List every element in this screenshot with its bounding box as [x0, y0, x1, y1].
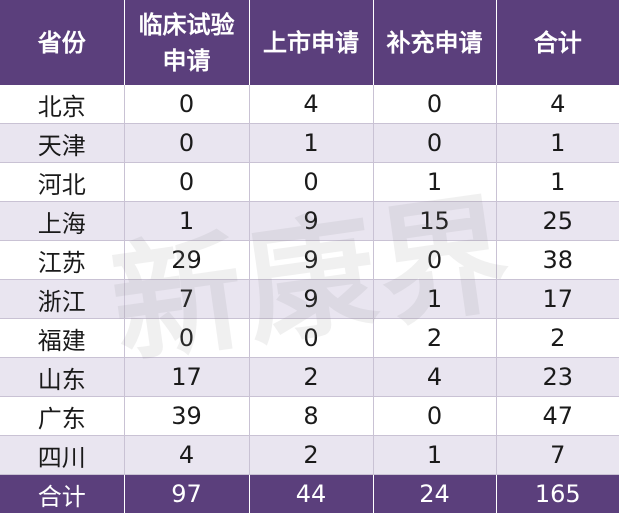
cell-total: 17	[496, 279, 619, 319]
cell-market: 1	[249, 123, 374, 163]
cell-market: 4	[249, 85, 374, 124]
header-province: 省份	[0, 0, 125, 85]
cell-clinical: 0	[124, 318, 250, 358]
cell-province: 江苏	[0, 240, 125, 280]
table-body: 北京 0 4 0 4 天津 0 1 0 1 河北 0 0 1 1 上海	[0, 85, 619, 475]
header-market-application: 上市申请	[249, 0, 374, 85]
cell-clinical: 0	[124, 123, 250, 163]
cell-total: 23	[496, 357, 619, 397]
cell-supplement: 1	[373, 279, 497, 319]
cell-province: 山东	[0, 357, 125, 397]
table-row: 北京 0 4 0 4	[0, 85, 619, 124]
cell-market: 0	[249, 318, 374, 358]
table-row: 四川 4 2 1 7	[0, 435, 619, 475]
header-row: 省份 临床试验申请 上市申请 补充申请 合计	[0, 0, 619, 85]
table-row: 山东 17 2 4 23	[0, 357, 619, 397]
cell-market: 9	[249, 240, 374, 280]
cell-total: 7	[496, 435, 619, 475]
cell-market: 8	[249, 396, 374, 436]
cell-province: 天津	[0, 123, 125, 163]
footer-label: 合计	[0, 474, 125, 513]
cell-supplement: 0	[373, 123, 497, 163]
cell-total: 47	[496, 396, 619, 436]
footer-supplement-total: 24	[373, 474, 497, 513]
header-clinical-trial: 临床试验申请	[124, 0, 250, 85]
table-row: 广东 39 8 0 47	[0, 396, 619, 436]
cell-clinical: 17	[124, 357, 250, 397]
cell-clinical: 4	[124, 435, 250, 475]
cell-market: 2	[249, 357, 374, 397]
cell-supplement: 1	[373, 435, 497, 475]
cell-supplement: 0	[373, 85, 497, 124]
cell-clinical: 7	[124, 279, 250, 319]
cell-supplement: 4	[373, 357, 497, 397]
cell-market: 9	[249, 279, 374, 319]
footer-grand-total: 165	[496, 474, 619, 513]
cell-total: 4	[496, 85, 619, 124]
table-row: 上海 1 9 15 25	[0, 201, 619, 241]
cell-clinical: 0	[124, 162, 250, 202]
cell-province: 广东	[0, 396, 125, 436]
cell-clinical: 1	[124, 201, 250, 241]
cell-supplement: 2	[373, 318, 497, 358]
cell-clinical: 39	[124, 396, 250, 436]
header-total: 合计	[496, 0, 619, 85]
cell-market: 0	[249, 162, 374, 202]
cell-total: 1	[496, 123, 619, 163]
cell-supplement: 0	[373, 396, 497, 436]
cell-supplement: 0	[373, 240, 497, 280]
header-supplement-application: 补充申请	[373, 0, 497, 85]
cell-market: 2	[249, 435, 374, 475]
table-row: 河北 0 0 1 1	[0, 162, 619, 202]
table-header: 省份 临床试验申请 上市申请 补充申请 合计	[0, 0, 619, 85]
table-footer: 合计 97 44 24 165	[0, 474, 619, 513]
cell-total: 1	[496, 162, 619, 202]
cell-total: 25	[496, 201, 619, 241]
cell-province: 北京	[0, 85, 125, 124]
cell-clinical: 0	[124, 85, 250, 124]
cell-total: 2	[496, 318, 619, 358]
table-row: 江苏 29 9 0 38	[0, 240, 619, 280]
table-row: 天津 0 1 0 1	[0, 123, 619, 163]
footer-clinical-total: 97	[124, 474, 250, 513]
table-row: 福建 0 0 2 2	[0, 318, 619, 358]
cell-total: 38	[496, 240, 619, 280]
cell-province: 上海	[0, 201, 125, 241]
table-row: 浙江 7 9 1 17	[0, 279, 619, 319]
cell-province: 福建	[0, 318, 125, 358]
cell-supplement: 1	[373, 162, 497, 202]
cell-market: 9	[249, 201, 374, 241]
cell-province: 四川	[0, 435, 125, 475]
cell-province: 浙江	[0, 279, 125, 319]
footer-market-total: 44	[249, 474, 374, 513]
cell-province: 河北	[0, 162, 125, 202]
footer-total-row: 合计 97 44 24 165	[0, 474, 619, 513]
cell-clinical: 29	[124, 240, 250, 280]
cell-supplement: 15	[373, 201, 497, 241]
